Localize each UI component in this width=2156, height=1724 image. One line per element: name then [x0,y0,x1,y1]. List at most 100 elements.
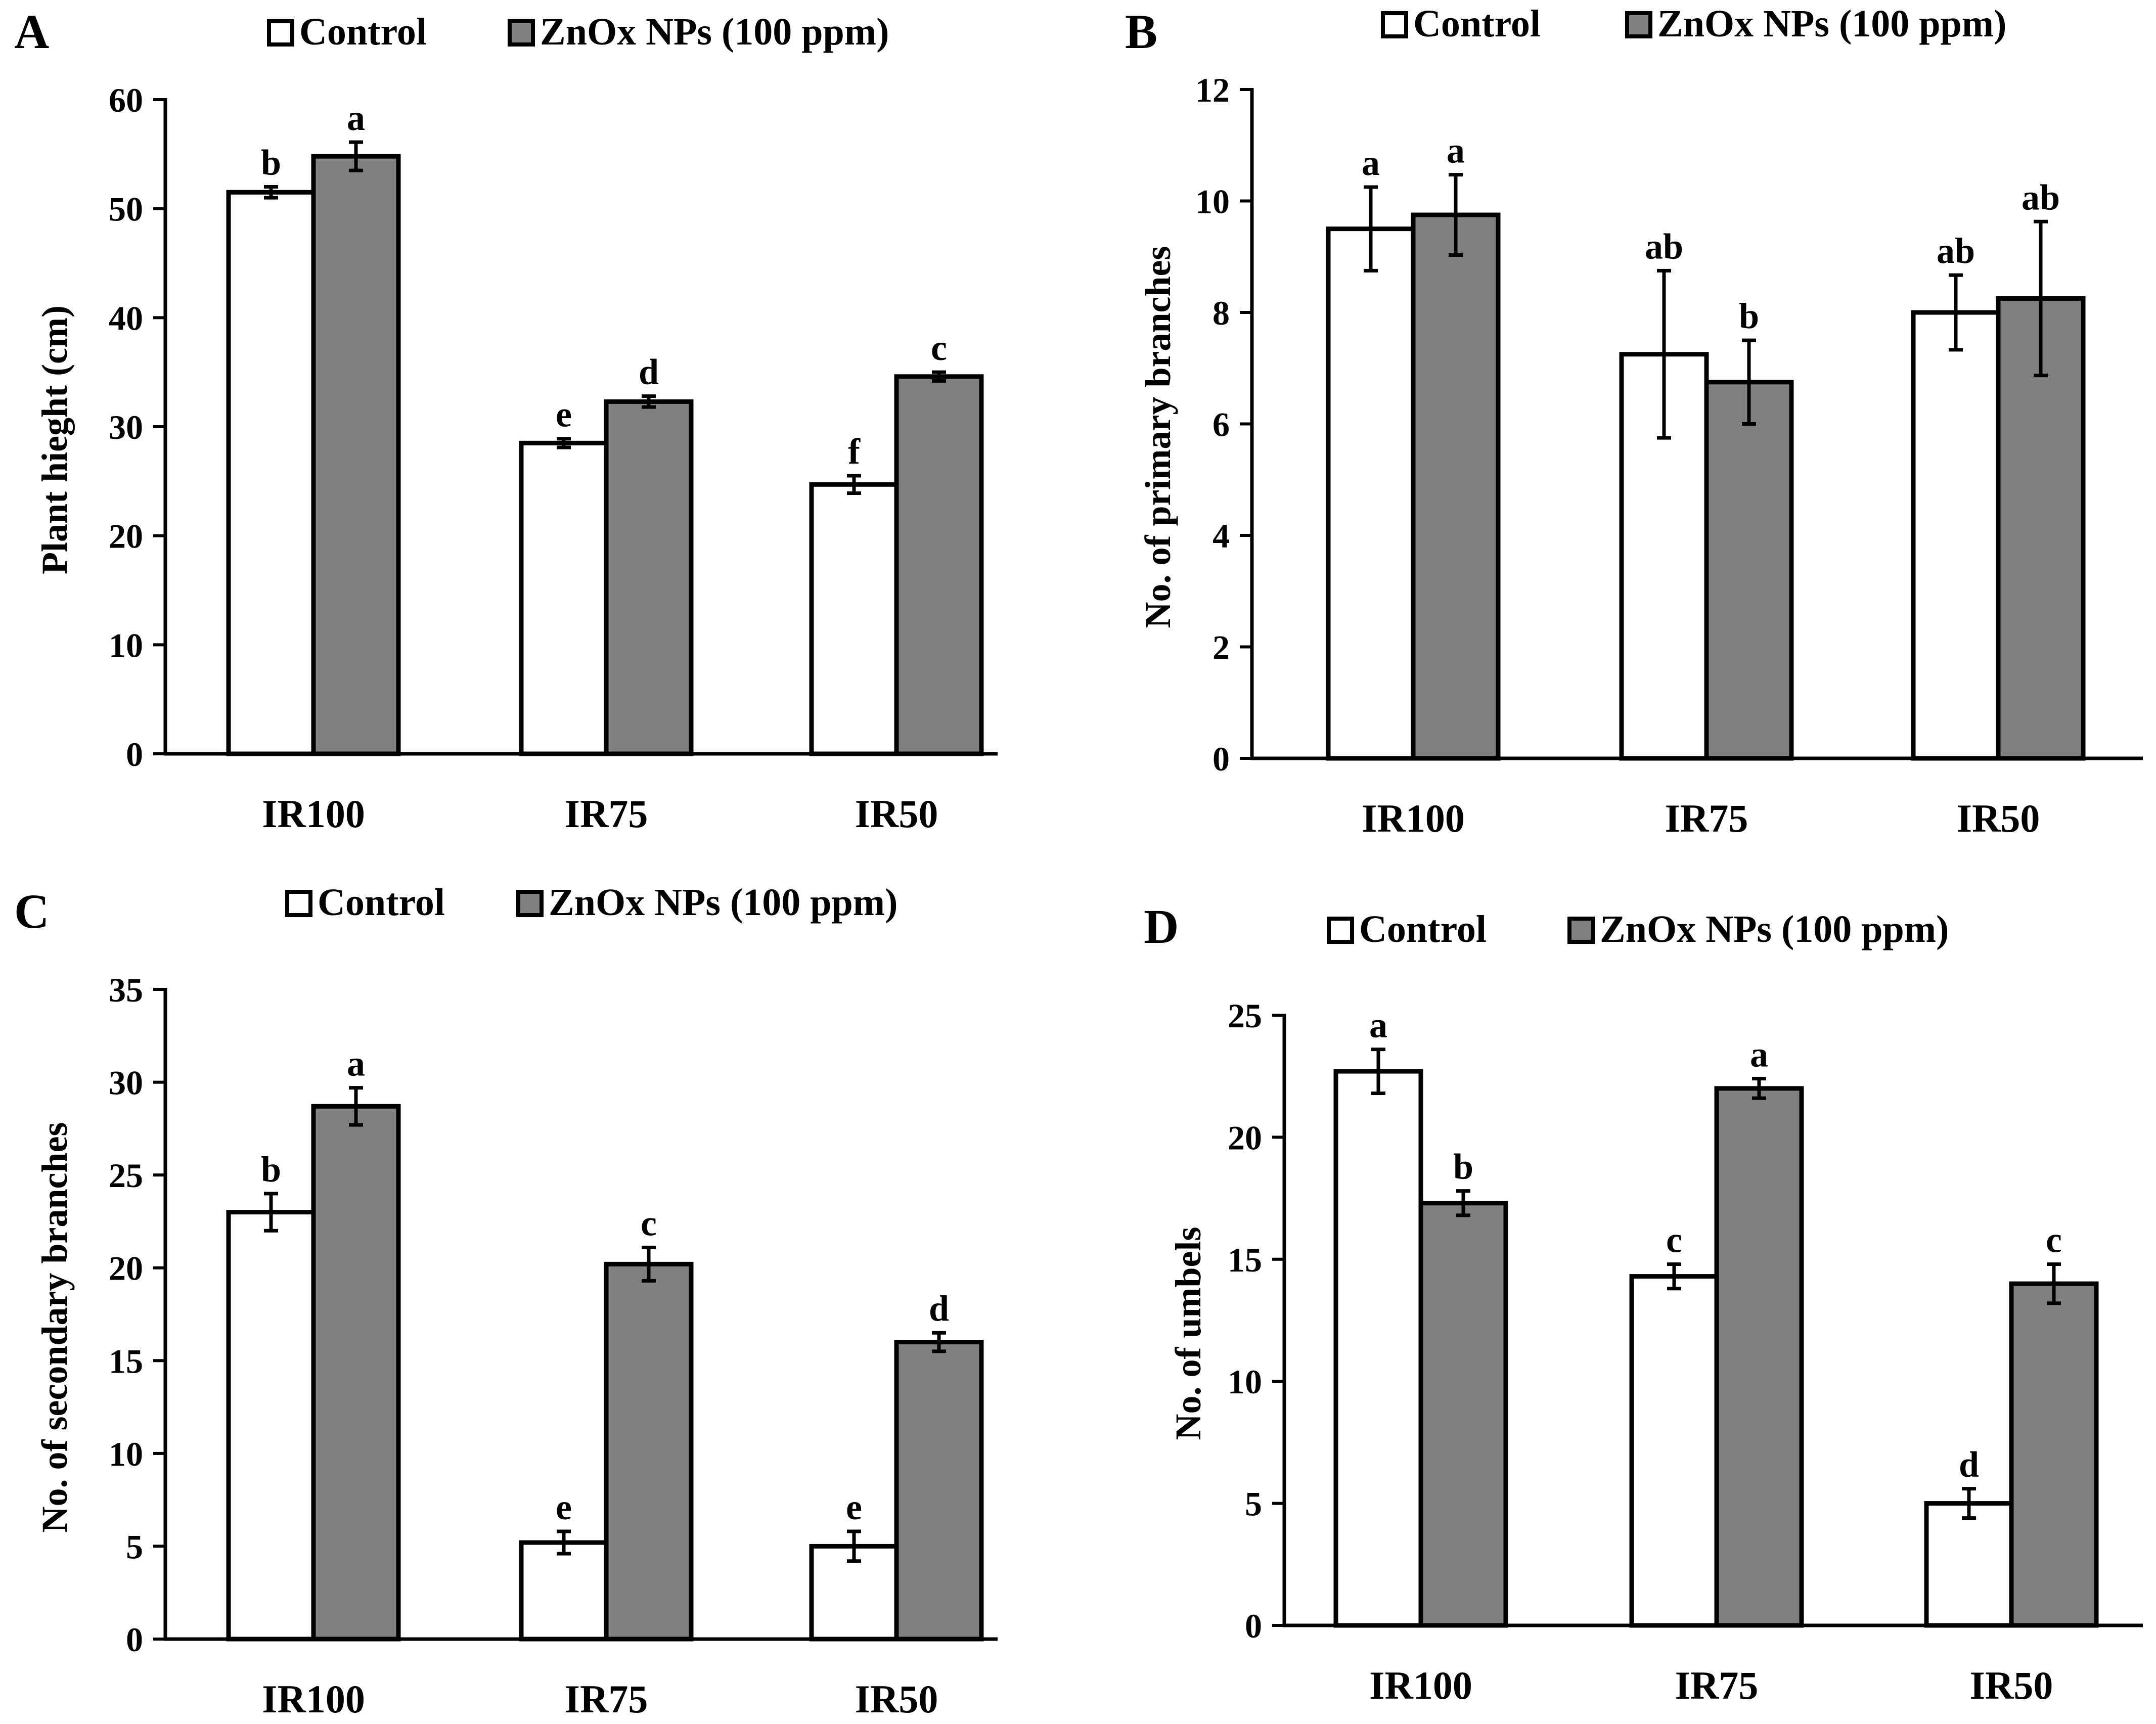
y-tick-label: 15 [1228,1241,1262,1279]
x-tick-label: IR50 [855,792,938,836]
y-tick-label: 25 [109,1156,143,1195]
y-tick-label: 50 [109,190,143,229]
bar-control-ir50 [809,482,899,756]
significance-letter: e [556,1487,572,1527]
bar-treated-ir50 [894,374,984,756]
panel-label: A [14,5,49,59]
bar-treated-ir75 [1714,1086,1804,1628]
y-tick-label: 40 [109,299,143,337]
y-tick-label: 12 [1195,71,1230,109]
bar-treated-ir75 [604,1261,694,1642]
legend-swatch-treated [1625,11,1652,38]
y-tick-label: 10 [1228,1363,1262,1401]
y-tick-label: 10 [109,1435,143,1473]
bar-treated-ir50 [2009,1281,2099,1628]
legend-label-control: Control [1413,3,1541,45]
bar-control-ir75 [519,440,609,756]
y-tick-label: 15 [109,1342,143,1380]
y-tick-label: 60 [109,81,143,119]
legend-swatch-treated [516,890,544,917]
significance-letter: b [1739,296,1759,336]
legend-swatch-control [267,19,294,47]
y-axis-label: No. of secondary branches [34,1122,75,1533]
legend-swatch-treated [508,19,535,47]
y-tick-label: 20 [109,517,143,556]
significance-letter: c [1666,1219,1682,1260]
significance-letter: e [846,1487,862,1527]
significance-letter: b [261,143,281,183]
legend-label-control: Control [318,881,445,924]
significance-letter: b [1453,1147,1473,1187]
y-tick-label: 4 [1212,517,1230,555]
significance-letter: a [347,98,365,138]
x-tick-label: IR50 [1957,796,2040,840]
bar-control-ir100 [1333,1069,1423,1628]
y-tick-label: 2 [1212,628,1230,667]
y-tick-label: 10 [109,626,143,664]
significance-letter: e [556,394,572,435]
x-tick-label: IR100 [1369,1663,1472,1707]
y-tick-label: 0 [126,735,143,774]
significance-letter: c [931,328,947,368]
y-tick-label: 30 [109,1064,143,1102]
y-tick-label: 35 [109,971,143,1009]
bar-treated-ir100 [311,154,401,756]
x-tick-label: IR100 [1362,796,1465,840]
legend-label-treated: ZnOx NPs (100 ppm) [540,11,889,53]
significance-letter: a [1447,130,1465,171]
bar-control-ir75 [519,1540,609,1642]
legend-swatch-control [285,890,312,917]
legend-label-control: Control [299,11,427,53]
y-tick-label: 5 [1245,1485,1262,1523]
bar-control-ir100 [226,190,316,756]
legend-label-control: Control [1359,908,1487,950]
panel-label: D [1144,899,1179,954]
bar-treated-ir100 [1411,212,1501,761]
y-tick-label: 20 [1228,1118,1262,1157]
y-tick-label: 6 [1212,405,1230,444]
legend-swatch-control [1381,11,1408,38]
significance-letter: ab [1937,231,1975,271]
significance-letter: c [641,1203,657,1243]
chart-panel-b: B Control ZnOx NPs (100 ppm) No. of primary… [1125,3,2143,840]
bar-treated-ir75 [604,399,694,756]
legend-label-treated: ZnOx NPs (100 ppm) [1657,3,2006,45]
bar-treated-ir50 [894,1340,984,1642]
significance-letter: d [929,1288,949,1329]
significance-letter: ab [2022,177,2060,217]
bar-control-ir50 [1911,310,2001,761]
bar-treated-ir75 [1704,380,1794,761]
significance-letter: f [848,431,861,472]
x-tick-label: IR100 [262,792,365,836]
significance-letter: c [2046,1219,2062,1260]
significance-letter: a [347,1044,365,1084]
significance-letter: a [1362,143,1380,183]
bar-treated-ir100 [1418,1201,1508,1628]
panel-label: C [14,884,49,938]
x-tick-label: IR100 [262,1677,365,1721]
legend-swatch-control [1327,917,1354,944]
y-tick-label: 8 [1212,294,1230,332]
significance-letter: a [1369,1005,1387,1046]
significance-letter: d [639,352,659,392]
chart-panel-a: A Control ZnOx NPs (100 ppm) Plant hieght (… [14,5,998,836]
chart-panel-d: D Control ZnOx NPs (100 ppm) No. of umbels 0… [1144,899,2143,1707]
x-tick-label: IR75 [565,1677,648,1721]
significance-letter: ab [1645,226,1683,266]
y-tick-label: 10 [1195,183,1230,221]
panel-label: B [1125,5,1157,59]
x-tick-label: IR50 [855,1677,938,1721]
bar-control-ir100 [1326,226,1416,761]
y-tick-label: 20 [109,1249,143,1288]
bar-control-ir100 [226,1210,316,1642]
y-tick-label: 30 [109,408,143,446]
y-tick-label: 0 [1245,1607,1262,1645]
significance-letter: b [261,1149,281,1190]
significance-letter: d [1959,1444,1979,1485]
x-tick-label: IR50 [1970,1663,2053,1707]
bar-control-ir50 [1924,1501,2014,1628]
y-axis-label: Plant hieght (cm) [34,305,75,574]
bar-treated-ir100 [311,1104,401,1642]
y-tick-label: 0 [1212,740,1230,778]
